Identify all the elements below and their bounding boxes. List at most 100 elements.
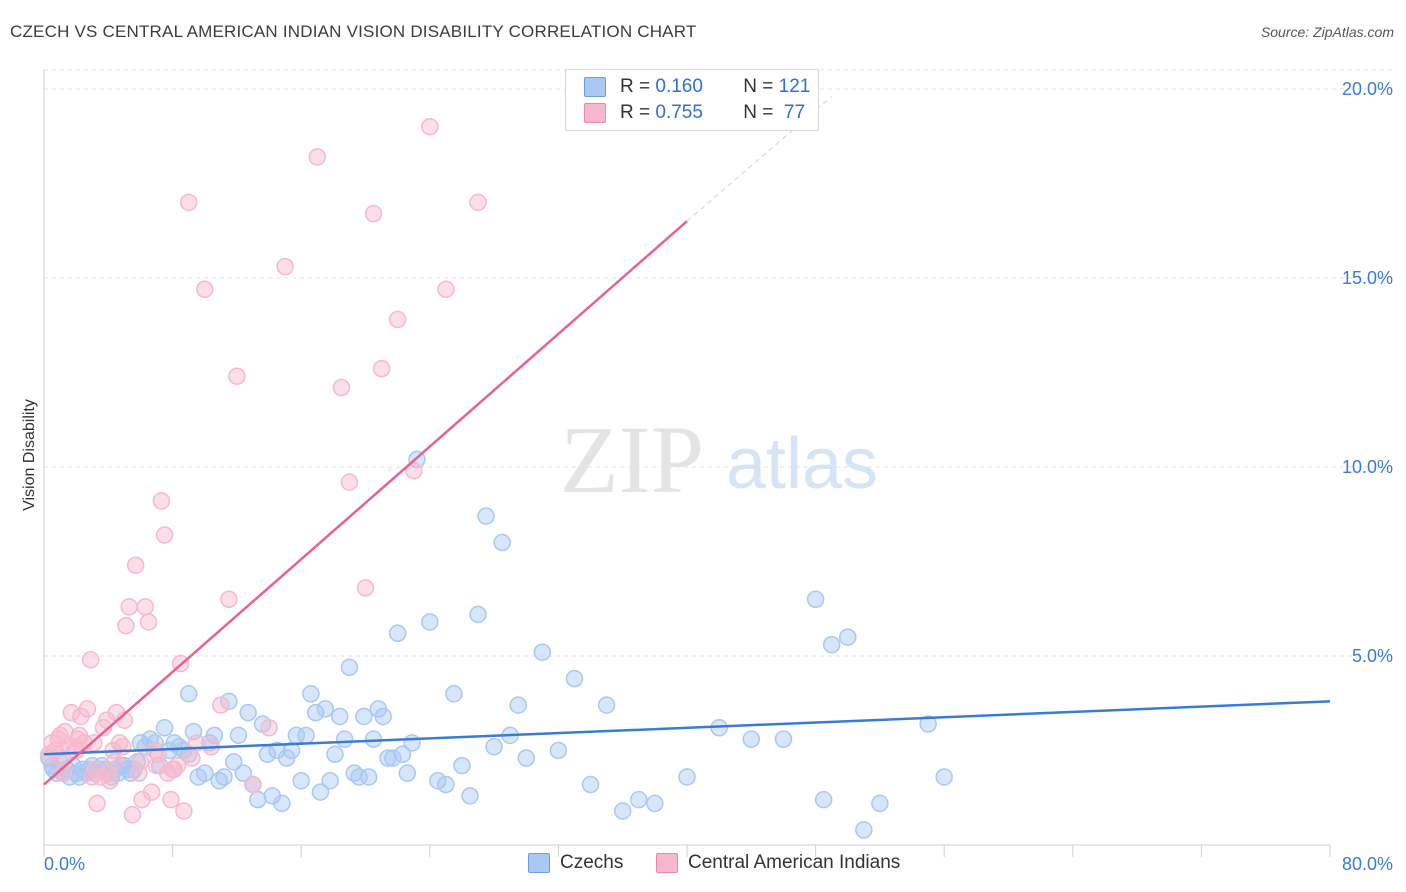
- data-point-czechs: [597, 696, 616, 714]
- y-axis-label: Vision Disability: [21, 399, 38, 511]
- data-point-czechs: [871, 794, 889, 813]
- legend-r-value: 0.755: [655, 102, 703, 123]
- data-point-czechs: [814, 790, 833, 809]
- data-point-czechs: [613, 802, 632, 820]
- legend-swatch-central-american-indians: [584, 103, 606, 123]
- tick-labels: 5.0% 10.0% 15.0% 20.0% 0.0% 80.0%: [44, 79, 1393, 874]
- legend-label-central-american-indians: Central American Indians: [688, 852, 901, 873]
- data-point-central-american-indians: [147, 756, 166, 775]
- legend-item-czechs: Czechs: [528, 852, 623, 874]
- trend-line-extension: [686, 96, 833, 222]
- trend-line-central-american-indians: [43, 220, 688, 786]
- watermark-atlas: atlas: [726, 424, 878, 504]
- data-point-czechs: [646, 794, 664, 813]
- data-point-central-american-indians: [142, 783, 161, 801]
- data-point-central-american-indians: [117, 616, 135, 635]
- data-point-central-american-indians: [70, 726, 89, 745]
- chart-title: CZECH VS CENTRAL AMERICAN INDIAN VISION …: [10, 22, 697, 41]
- data-point-czechs: [678, 768, 696, 786]
- data-point-central-american-indians: [139, 613, 158, 631]
- legend-label-czechs: Czechs: [560, 852, 624, 873]
- data-point-central-american-indians: [162, 790, 180, 809]
- legend-swatch-central-american-indians: [656, 853, 678, 873]
- data-point-czechs: [311, 783, 330, 801]
- data-point-central-american-indians: [196, 280, 214, 299]
- data-point-central-american-indians: [131, 753, 150, 771]
- data-point-central-american-indians: [78, 700, 97, 718]
- watermark: ZIP atlas: [560, 406, 878, 513]
- data-point-central-american-indians: [212, 696, 230, 714]
- data-point-czechs: [477, 507, 495, 525]
- data-point-czechs: [855, 821, 873, 839]
- data-point-czechs: [364, 730, 383, 748]
- data-point-central-american-indians: [244, 775, 262, 794]
- data-point-central-american-indians: [228, 367, 246, 385]
- legend-n-label: N =: [743, 76, 774, 97]
- data-point-central-american-indians: [51, 726, 69, 745]
- data-point-central-american-indians: [86, 760, 105, 779]
- correlation-legend: R = 0.160 N = 121 R = 0.755 N = 77: [565, 69, 819, 131]
- data-point-czechs: [234, 764, 253, 782]
- data-point-czechs: [321, 771, 339, 790]
- data-point-czechs: [297, 726, 315, 745]
- data-point-czechs: [224, 753, 243, 771]
- legend-item-central-american-indians: Central American Indians: [656, 852, 900, 874]
- data-point-czechs: [302, 685, 320, 703]
- data-point-central-american-indians: [105, 753, 124, 771]
- data-point-czechs: [229, 726, 248, 745]
- data-point-czechs: [388, 624, 407, 643]
- data-point-czechs: [374, 707, 392, 726]
- data-point-central-american-indians: [260, 719, 278, 737]
- axes: [43, 70, 1331, 857]
- data-point-central-american-indians: [179, 193, 198, 212]
- data-point-czechs: [445, 685, 463, 703]
- data-point-central-american-indians: [356, 579, 375, 597]
- data-point-central-american-indians: [364, 204, 383, 223]
- data-point-czechs: [239, 703, 257, 722]
- data-point-czechs: [220, 692, 238, 711]
- data-point-czechs: [335, 730, 354, 748]
- data-point-czechs: [806, 590, 825, 609]
- legend-swatch-czechs: [528, 853, 550, 873]
- data-point-czechs: [461, 787, 479, 805]
- data-point-central-american-indians: [340, 473, 359, 491]
- y-tick-label: 10.0%: [1342, 457, 1393, 477]
- data-point-central-american-indians: [308, 148, 327, 166]
- data-point-central-american-indians: [155, 526, 174, 544]
- data-point-central-american-indians: [404, 461, 423, 480]
- data-point-central-american-indians: [421, 117, 439, 136]
- y-tick-label: 20.0%: [1342, 79, 1393, 99]
- data-point-central-american-indians: [183, 749, 201, 767]
- data-point-czechs: [839, 628, 857, 646]
- series-legend: Czechs Central American Indians: [0, 852, 1406, 876]
- data-point-czechs: [493, 533, 511, 552]
- data-point-central-american-indians: [136, 598, 155, 616]
- data-point-czechs: [215, 768, 233, 786]
- data-point-central-american-indians: [175, 802, 193, 820]
- series-central-american-indians: [40, 117, 487, 824]
- data-point-czechs: [340, 658, 359, 677]
- data-point-czechs: [509, 696, 527, 714]
- trend-lines: [43, 96, 1331, 786]
- y-tick-label: 5.0%: [1352, 646, 1393, 666]
- data-point-czechs: [533, 643, 552, 661]
- data-point-czechs: [326, 745, 344, 764]
- x-tick-label: 0.0%: [44, 854, 85, 874]
- data-point-czechs: [774, 730, 793, 748]
- trend-line-czechs: [43, 700, 1331, 756]
- data-point-czechs: [742, 730, 761, 748]
- data-point-czechs: [469, 605, 487, 624]
- data-point-central-american-indians: [437, 280, 455, 299]
- legend-swatch-czechs: [584, 77, 606, 97]
- legend-n-value: 121: [778, 76, 811, 97]
- data-point-czechs: [316, 700, 335, 718]
- data-point-central-american-indians: [123, 806, 142, 824]
- data-point-czechs: [421, 613, 439, 631]
- data-point-czechs: [822, 635, 841, 654]
- data-point-czechs: [359, 768, 378, 786]
- y-tick-label: 15.0%: [1342, 268, 1393, 288]
- legend-row-czechs: R = 0.160 N = 121: [584, 75, 810, 99]
- data-point-central-american-indians: [163, 760, 182, 779]
- data-point-central-american-indians: [152, 492, 171, 510]
